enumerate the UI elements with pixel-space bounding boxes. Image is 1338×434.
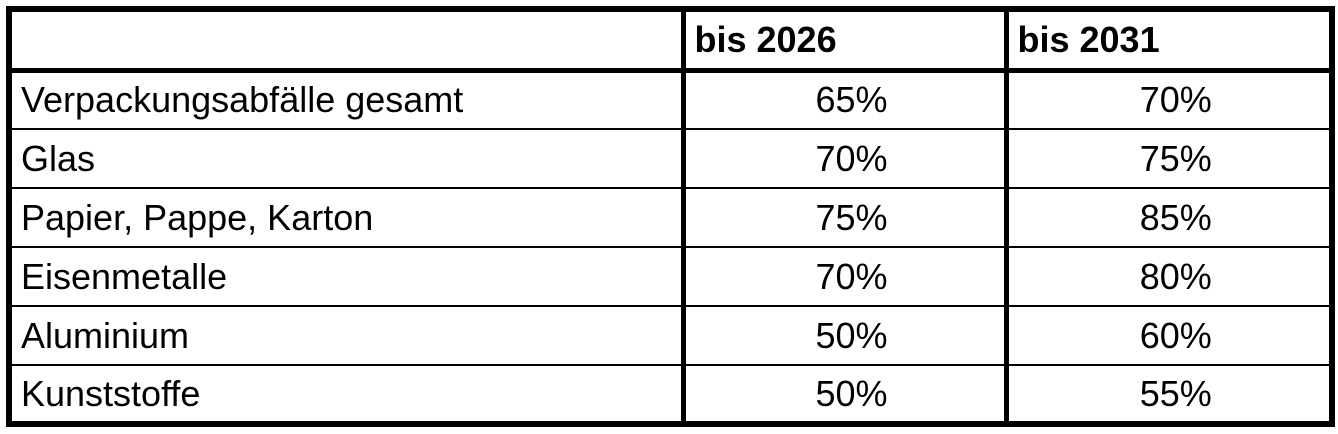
value-2031: 60% bbox=[1005, 305, 1335, 366]
value-2031: 80% bbox=[1005, 246, 1335, 307]
value-2026: 65% bbox=[680, 69, 1009, 130]
value-2026: 70% bbox=[680, 128, 1009, 189]
value-2031: 70% bbox=[1005, 69, 1335, 130]
value-2031: 55% bbox=[1005, 364, 1335, 427]
row-label: Kunststoffe bbox=[6, 364, 684, 427]
row-label: Eisenmetalle bbox=[6, 246, 684, 307]
row-label: Glas bbox=[6, 128, 684, 189]
table-row: Kunststoffe 50% 55% bbox=[6, 364, 1335, 427]
header-cell-material bbox=[6, 6, 684, 73]
row-label: Papier, Pappe, Karton bbox=[6, 187, 684, 248]
table-header-row: bis 2026 bis 2031 bbox=[6, 6, 1335, 73]
table-row: Verpackungsabfälle gesamt 65% 70% bbox=[6, 69, 1335, 130]
table-row: Papier, Pappe, Karton 75% 85% bbox=[6, 187, 1335, 248]
value-2026: 50% bbox=[680, 364, 1009, 427]
table-row: Aluminium 50% 60% bbox=[6, 305, 1335, 366]
value-2026: 70% bbox=[680, 246, 1009, 307]
table-row: Glas 70% 75% bbox=[6, 128, 1335, 189]
table-row: Eisenmetalle 70% 80% bbox=[6, 246, 1335, 307]
row-label: Aluminium bbox=[6, 305, 684, 366]
value-2026: 75% bbox=[680, 187, 1009, 248]
recycling-targets-table-wrapper: bis 2026 bis 2031 Verpackungsabfälle ges… bbox=[6, 6, 1335, 427]
recycling-targets-table: bis 2026 bis 2031 Verpackungsabfälle ges… bbox=[6, 6, 1335, 427]
header-cell-2031: bis 2031 bbox=[1005, 6, 1335, 73]
value-2031: 85% bbox=[1005, 187, 1335, 248]
header-cell-2026: bis 2026 bbox=[680, 6, 1009, 73]
value-2031: 75% bbox=[1005, 128, 1335, 189]
row-label: Verpackungsabfälle gesamt bbox=[6, 69, 684, 130]
value-2026: 50% bbox=[680, 305, 1009, 366]
